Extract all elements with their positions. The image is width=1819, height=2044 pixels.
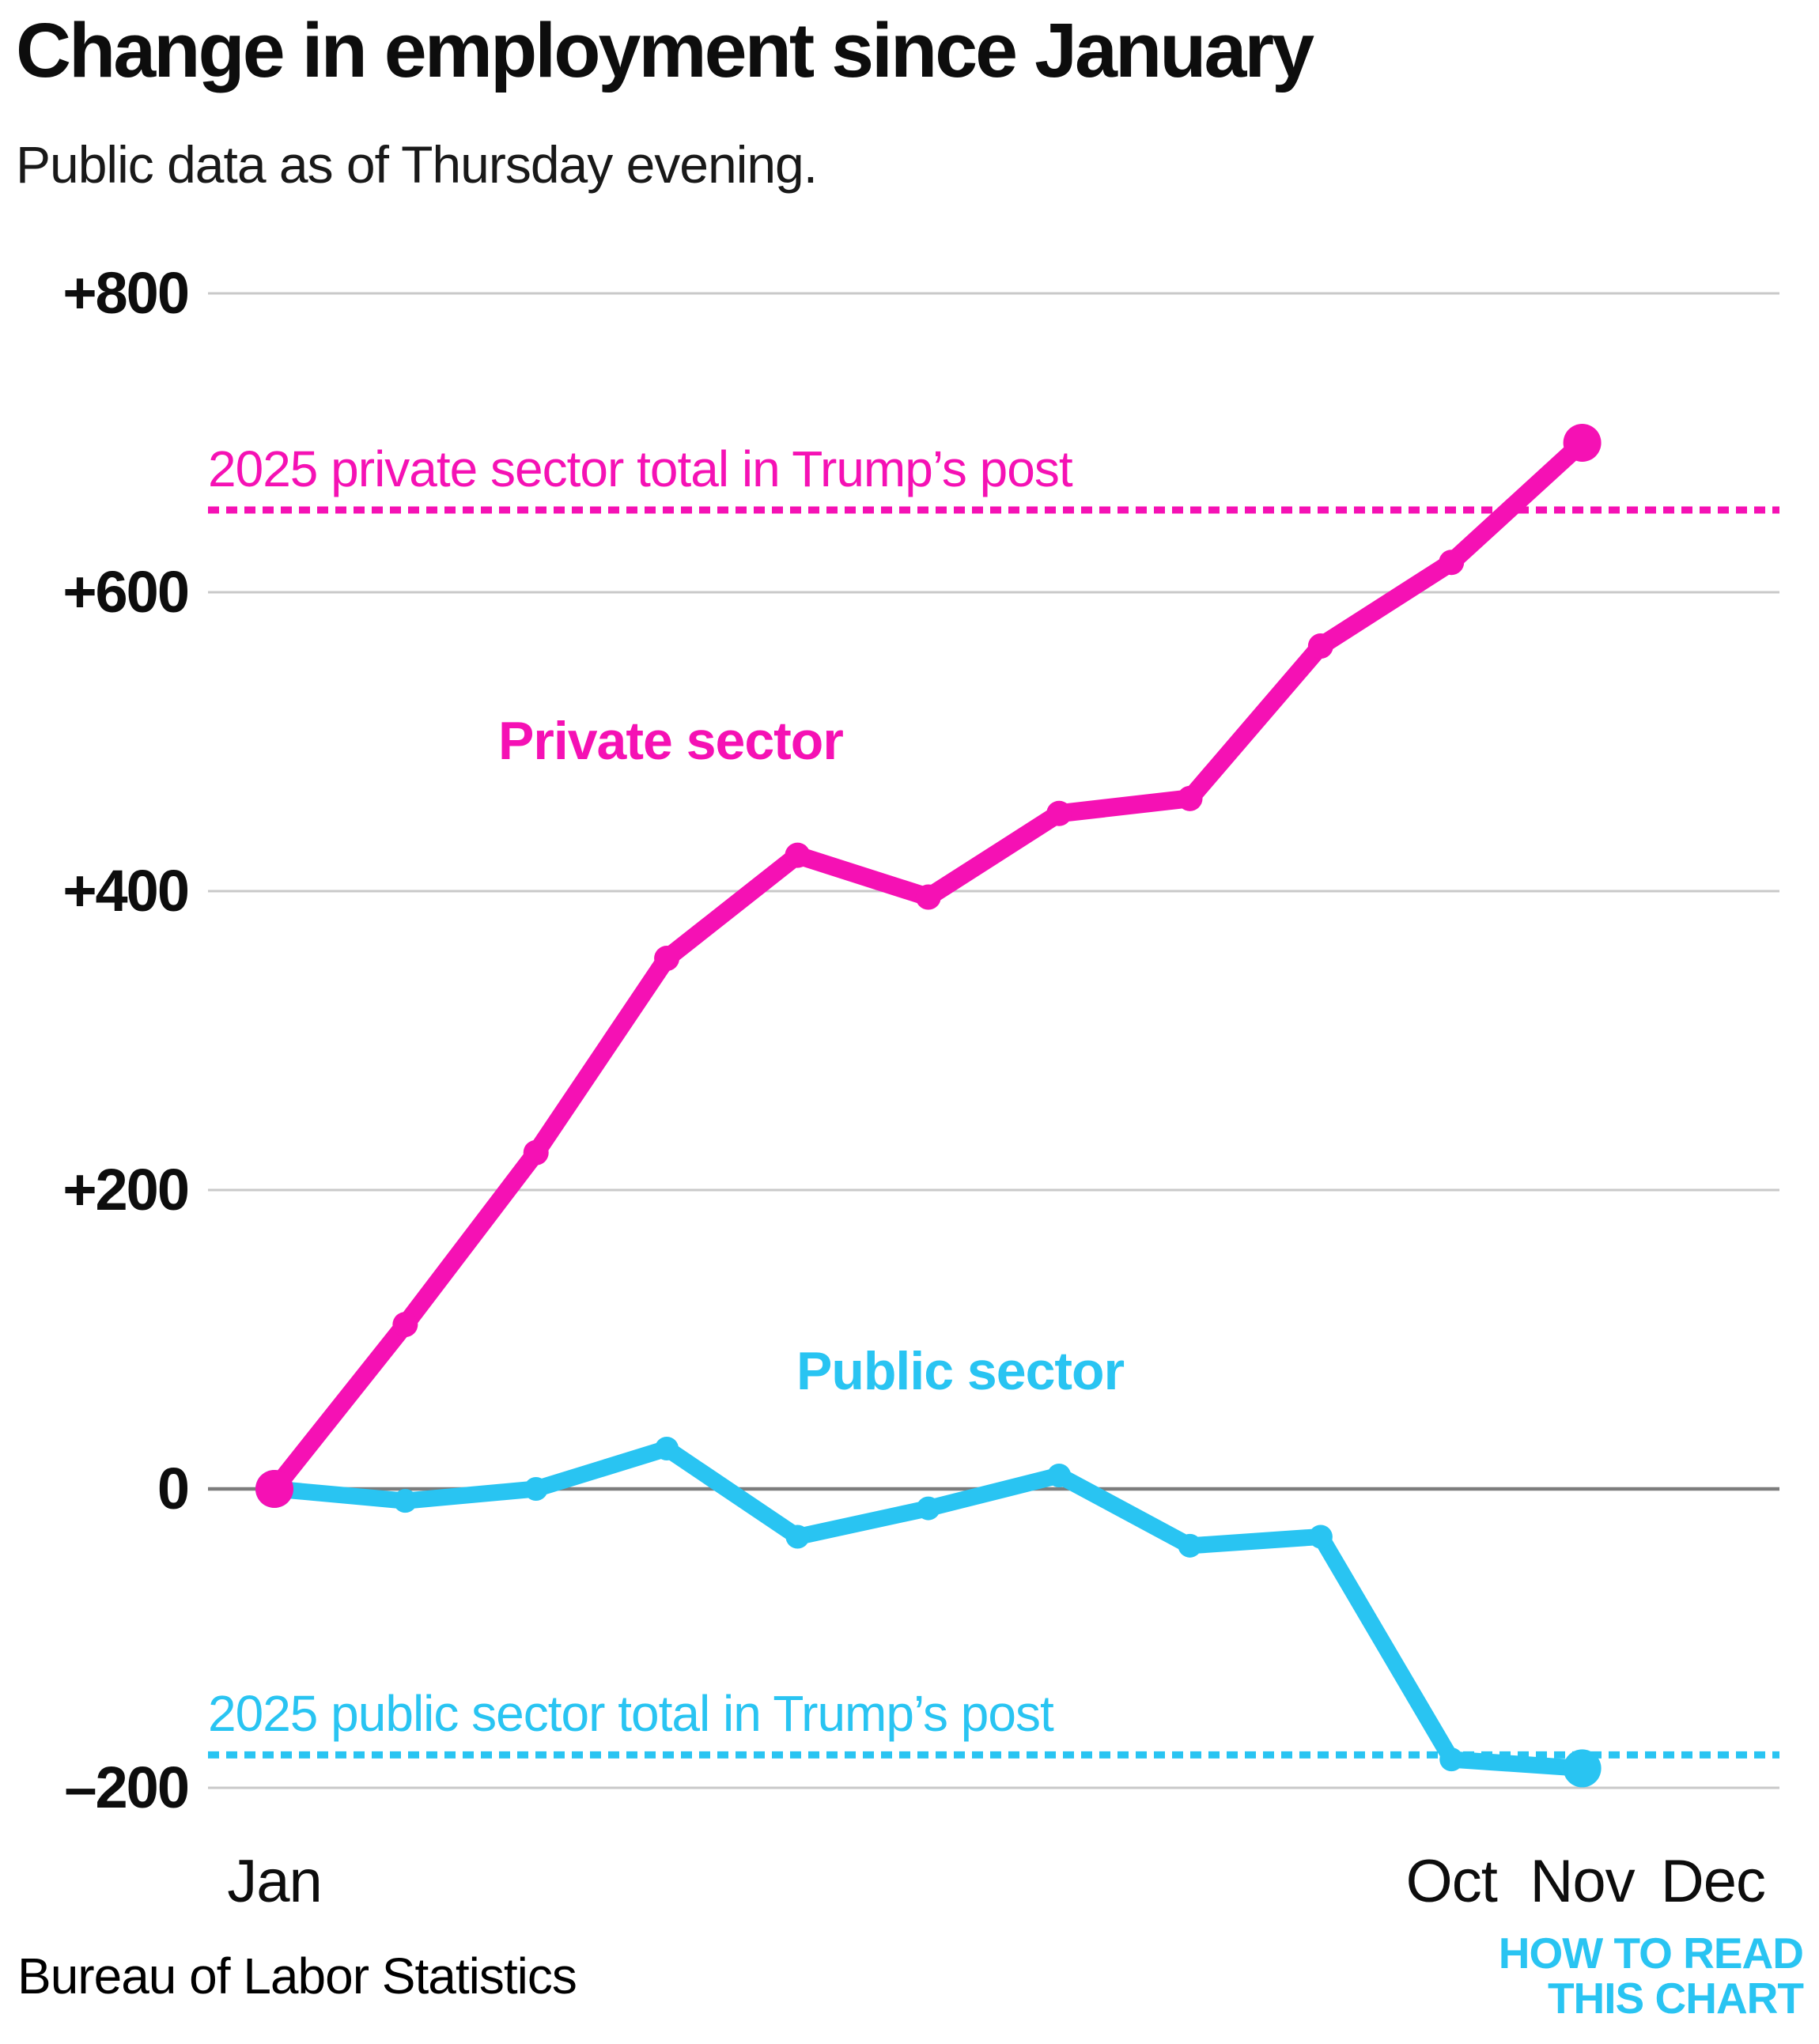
public-reference-annotation: 2025 public sector total in Trump’s post bbox=[208, 1685, 1054, 1743]
private-data-point bbox=[654, 946, 680, 972]
private-sector-series-label: Private sector bbox=[498, 711, 844, 771]
source-credit: Bureau of Labor Statistics bbox=[17, 1948, 577, 2004]
private-data-point bbox=[1439, 550, 1465, 576]
how-to-read-this-chart-logo: HOW TO READ THIS CHART bbox=[1498, 1929, 1804, 2023]
private-data-point bbox=[1046, 800, 1072, 826]
public-data-point bbox=[393, 1489, 418, 1513]
x-tick-nov: Nov bbox=[1530, 1848, 1636, 1915]
public-data-point bbox=[1439, 1747, 1464, 1772]
page-subtitle: Public data as of Thursday evening. bbox=[16, 135, 818, 194]
private-sector-line bbox=[265, 433, 1592, 1498]
public-data-point bbox=[655, 1436, 679, 1460]
y-tick-0: 0 bbox=[157, 1456, 190, 1521]
private-data-point bbox=[1177, 785, 1203, 811]
private-data-point bbox=[255, 1470, 293, 1508]
public-data-point bbox=[1047, 1463, 1072, 1487]
public-data-point bbox=[1308, 1524, 1333, 1549]
y-tick-400: +400 bbox=[62, 858, 190, 924]
y-tick-800: +800 bbox=[62, 260, 190, 326]
private-data-point bbox=[1307, 633, 1333, 659]
private-reference-annotation: 2025 private sector total in Trump’s pos… bbox=[208, 440, 1073, 498]
public-data-point bbox=[1178, 1533, 1202, 1558]
private-data-point bbox=[915, 884, 941, 910]
logo-line-1: HOW TO READ bbox=[1498, 1929, 1804, 1978]
public-data-point bbox=[785, 1524, 810, 1549]
x-tick-dec: Dec bbox=[1660, 1848, 1766, 1915]
x-tick-jan: Jan bbox=[227, 1848, 323, 1915]
public-sector-series-label: Public sector bbox=[796, 1341, 1125, 1401]
public-data-point bbox=[916, 1496, 940, 1521]
private-data-point bbox=[785, 842, 811, 868]
private-data-point bbox=[392, 1312, 418, 1338]
public-data-point bbox=[524, 1477, 548, 1501]
private-data-point bbox=[1563, 424, 1602, 462]
private-data-point bbox=[523, 1139, 549, 1166]
y-tick-neg200: –200 bbox=[64, 1755, 190, 1820]
logo-line-2: THIS CHART bbox=[1547, 1973, 1804, 2023]
y-tick-600: +600 bbox=[62, 559, 190, 625]
y-tick-200: +200 bbox=[62, 1157, 190, 1222]
public-data-point bbox=[1563, 1749, 1602, 1788]
x-tick-oct: Oct bbox=[1405, 1848, 1498, 1915]
page-title: Change in employment since January bbox=[16, 7, 1314, 93]
